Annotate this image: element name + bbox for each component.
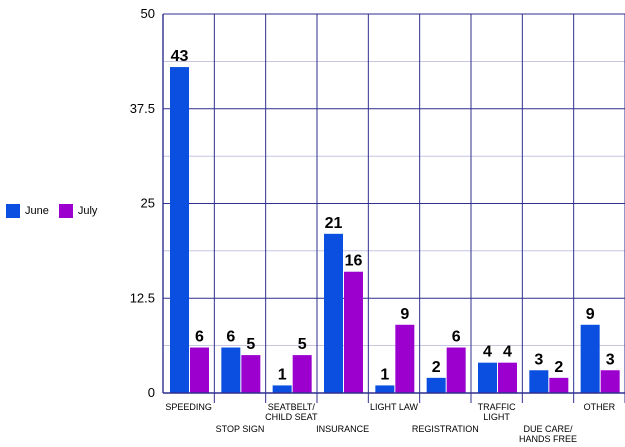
bar-june [426,377,446,393]
bar-july [395,324,415,393]
legend-item-june: June [6,204,49,218]
x-tick-label: DUE CARE/ [523,424,573,434]
data-label: 6 [195,329,204,346]
data-label: 4 [483,344,492,361]
x-tick-label: SEATBELT/ [268,402,316,412]
bar-july [446,347,466,393]
data-label: 2 [432,359,441,376]
y-tick-label: 37.5 [130,101,155,116]
x-tick-label: REGISTRATION [412,424,479,434]
x-tick-label: STOP SIGN [216,424,265,434]
bar-june [272,385,292,393]
bar-june [221,347,241,393]
data-label: 5 [246,336,255,353]
data-label: 3 [606,351,615,368]
bar-july [549,377,569,393]
x-tick-label: TRAFFIC [478,402,516,412]
legend-swatch-june [6,204,20,218]
data-label: 9 [400,306,409,323]
legend-label-july: July [77,205,98,217]
y-tick-label: 12.5 [130,290,155,305]
legend-swatch-july [58,204,73,218]
bar-july [190,347,209,393]
data-label: 6 [452,329,461,346]
data-label: 9 [586,306,595,323]
y-tick-label: 0 [148,385,155,400]
data-label: 21 [325,215,343,232]
legend-item-july: July [58,204,98,218]
data-label: 2 [554,359,563,376]
bar-july [292,355,312,393]
data-label: 3 [534,351,543,368]
legend-label-june: June [25,205,49,217]
bar-june [375,385,395,393]
data-label: 5 [298,336,307,353]
x-tick-label: CHILD SEAT [265,412,318,422]
x-tick-label: LIGHT [483,412,510,422]
data-label: 1 [278,366,287,383]
x-tick-label: SPEEDING [165,402,212,412]
bar-july [498,362,517,393]
bar-june [529,370,549,393]
bar-june [478,362,497,393]
bar-june [580,324,600,393]
data-label: 1 [380,366,389,383]
y-tick-label: 50 [141,6,155,21]
data-label: 6 [226,329,235,346]
data-label: 43 [171,48,189,65]
data-label: 4 [503,344,512,361]
bar-june [170,67,189,393]
x-tick-label: INSURANCE [316,424,369,434]
bar-july [241,355,261,393]
x-tick-label: LIGHT LAW [370,402,419,412]
bar-june [324,233,343,393]
bar-july [344,271,363,393]
chart-legend: June July [6,204,101,218]
bar-july [600,370,620,393]
y-tick-label: 25 [141,196,155,211]
x-tick-label: OTHER [584,402,616,412]
data-label: 16 [345,253,363,270]
x-tick-label: HANDS FREE [519,434,577,444]
